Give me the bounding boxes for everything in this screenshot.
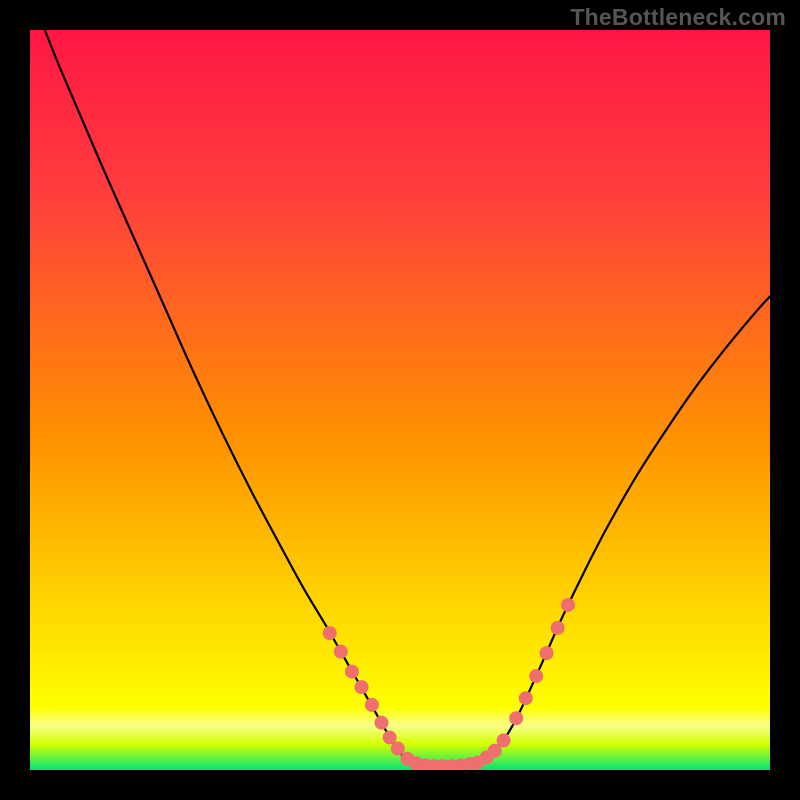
data-marker bbox=[561, 598, 574, 611]
bottleneck-chart bbox=[30, 30, 770, 770]
data-marker bbox=[519, 692, 532, 705]
data-marker bbox=[530, 670, 543, 683]
data-marker bbox=[497, 734, 510, 747]
data-marker bbox=[334, 645, 347, 658]
chart-frame: TheBottleneck.com bbox=[0, 0, 800, 800]
data-marker bbox=[488, 744, 501, 757]
data-marker bbox=[365, 698, 378, 711]
data-marker bbox=[551, 621, 564, 634]
watermark-text: TheBottleneck.com bbox=[570, 4, 786, 31]
gradient-background bbox=[30, 30, 770, 770]
data-marker bbox=[383, 731, 396, 744]
data-marker bbox=[375, 716, 388, 729]
data-marker bbox=[355, 681, 368, 694]
data-marker bbox=[510, 712, 523, 725]
data-marker bbox=[345, 665, 358, 678]
plot-area bbox=[30, 30, 770, 770]
data-marker bbox=[540, 647, 553, 660]
data-marker bbox=[391, 742, 404, 755]
data-marker bbox=[323, 627, 336, 640]
